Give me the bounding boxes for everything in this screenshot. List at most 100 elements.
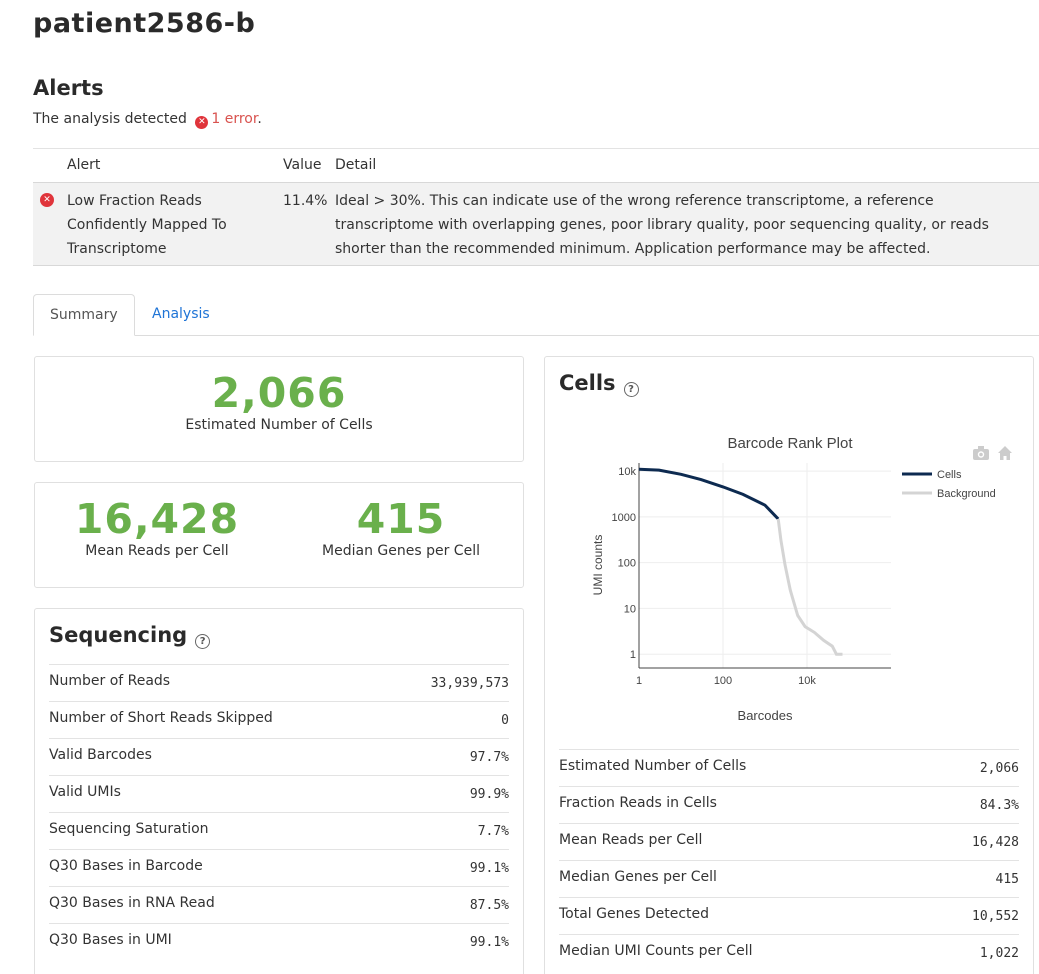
alerts-summary-suffix: .: [257, 111, 262, 127]
hero-reads-genes-card: 16,428 Mean Reads per Cell 415 Median Ge…: [34, 482, 524, 588]
metric-value: 84.3%: [979, 798, 1019, 813]
help-icon[interactable]: ?: [195, 634, 211, 649]
cells-metrics-table: Estimated Number of Cells 2,066 Fraction R…: [559, 749, 1019, 971]
mean-reads-label: Mean Reads per Cell: [85, 543, 229, 559]
metric-row: Valid UMIs 99.9%: [49, 775, 509, 812]
metric-value: 99.9%: [469, 787, 509, 802]
metric-name: Valid UMIs: [49, 784, 121, 800]
alerts-heading: Alerts: [33, 76, 104, 100]
metric-name: Number of Short Reads Skipped: [49, 710, 273, 726]
x-axis-label: Barcodes: [738, 708, 793, 723]
detail-column-header: Detail: [335, 157, 377, 173]
metric-row: Median Genes per Cell 415: [559, 860, 1019, 897]
alert-name: Low Fraction Reads Confidently Mapped To…: [67, 193, 227, 257]
estimated-cells-label: Estimated Number of Cells: [185, 417, 373, 433]
chart-grid: [638, 463, 891, 668]
x-tick-label: 10k: [798, 675, 816, 687]
alert-column-header: Alert: [67, 157, 101, 173]
metric-row: Estimated Number of Cells 2,066: [559, 749, 1019, 786]
y-axis-label: UMI counts: [591, 535, 605, 596]
sequencing-card: Sequencing? Number of Reads 33,939,573 Num…: [34, 608, 524, 974]
metric-name: Number of Reads: [49, 673, 171, 689]
page-title: patient2586-b: [33, 8, 256, 39]
error-icon: ✕: [40, 193, 54, 207]
metric-value: 97.7%: [469, 750, 509, 765]
tab-bar: Summary Analysis: [33, 294, 1039, 336]
metric-name: Estimated Number of Cells: [559, 758, 747, 774]
help-icon[interactable]: ?: [623, 382, 639, 397]
x-tick-label: 100: [714, 675, 732, 687]
metric-row: Mean Reads per Cell 16,428: [559, 823, 1019, 860]
metric-row: Total Genes Detected 10,552: [559, 897, 1019, 934]
metric-value: 99.1%: [469, 861, 509, 876]
value-column-header: Value: [283, 157, 322, 173]
y-tick-label: 10k: [618, 466, 636, 478]
tab-summary[interactable]: Summary: [33, 294, 135, 336]
metric-name: Median Genes per Cell: [559, 869, 717, 885]
home-icon[interactable]: [998, 446, 1012, 460]
cells-title: Cells: [559, 371, 616, 395]
barcode-rank-plot[interactable]: Barcode Rank Plot 1 100 10k 1 10 100 1000 10k C…: [545, 417, 1033, 737]
error-count-link[interactable]: 1 error: [211, 111, 258, 127]
chart-legend: Cells Background: [902, 469, 996, 500]
metric-value: 415: [995, 872, 1019, 887]
metric-row: Median UMI Counts per Cell 1,022: [559, 934, 1019, 971]
series-line-background: [776, 518, 843, 656]
hero-cells-card: 2,066 Estimated Number of Cells: [34, 356, 524, 462]
metric-row: Number of Short Reads Skipped 0: [49, 701, 509, 738]
metric-value: 7.7%: [477, 824, 509, 839]
metric-name: Total Genes Detected: [559, 906, 710, 922]
metric-row: Q30 Bases in Barcode 99.1%: [49, 849, 509, 886]
series-line-cells: [638, 467, 780, 520]
metric-value: 16,428: [972, 835, 1019, 850]
y-tick-label: 1: [630, 649, 636, 661]
y-tick-label: 100: [618, 558, 636, 570]
estimated-cells-value: 2,066: [211, 369, 347, 417]
median-genes-value: 415: [356, 495, 446, 543]
camera-icon[interactable]: [973, 446, 989, 460]
sequencing-header: Sequencing?: [49, 623, 211, 649]
metric-value: 1,022: [979, 946, 1019, 961]
alert-table: Alert Value Detail ✕ Low Fraction Reads …: [33, 148, 1039, 266]
chart-title: Barcode Rank Plot: [727, 435, 853, 452]
sequencing-metrics-table: Number of Reads 33,939,573 Number of Short…: [49, 664, 509, 960]
legend-label: Cells: [937, 469, 962, 481]
chart-axes: 1 100 10k 1 10 100 1000 10k: [612, 463, 891, 687]
chart-series: [638, 467, 843, 656]
metric-value: 99.1%: [469, 935, 509, 950]
cells-card: Cells? Barcode Rank Plot 1 100 10k 1 10 100 10…: [544, 356, 1034, 974]
metric-name: Valid Barcodes: [49, 747, 152, 763]
cells-header: Cells?: [559, 371, 639, 397]
metric-name: Fraction Reads in Cells: [559, 795, 717, 811]
mean-reads-block: 16,428 Mean Reads per Cell: [35, 495, 279, 559]
metric-row: Q30 Bases in UMI 99.1%: [49, 923, 509, 960]
x-tick-label: 1: [636, 675, 642, 687]
metric-name: Q30 Bases in RNA Read: [49, 895, 215, 911]
metric-row: Valid Barcodes 97.7%: [49, 738, 509, 775]
metric-row: Fraction Reads in Cells 84.3%: [559, 786, 1019, 823]
median-genes-label: Median Genes per Cell: [322, 543, 480, 559]
y-tick-label: 1000: [612, 512, 636, 524]
metric-value: 10,552: [972, 909, 1019, 924]
sequencing-title: Sequencing: [49, 623, 188, 647]
alerts-summary: The analysis detected ✕ 1 error.: [33, 111, 262, 129]
metric-row: Sequencing Saturation 7.7%: [49, 812, 509, 849]
alert-table-header: Alert Value Detail: [33, 148, 1039, 183]
metric-row: Number of Reads 33,939,573: [49, 664, 509, 701]
tab-analysis[interactable]: Analysis: [152, 306, 210, 322]
alert-detail: Ideal > 30%. This can indicate use of th…: [335, 193, 989, 257]
metric-value: 87.5%: [469, 898, 509, 913]
metric-value: 33,939,573: [430, 676, 509, 691]
legend-label: Background: [937, 488, 996, 500]
alert-row: ✕ Low Fraction Reads Confidently Mapped …: [33, 183, 1039, 266]
metric-name: Q30 Bases in Barcode: [49, 858, 203, 874]
metric-name: Median UMI Counts per Cell: [559, 943, 753, 959]
alert-value: 11.4%: [283, 193, 328, 209]
mean-reads-value: 16,428: [74, 495, 240, 543]
metric-name: Sequencing Saturation: [49, 821, 209, 837]
error-icon: ✕: [195, 116, 209, 129]
metric-value: 2,066: [979, 761, 1019, 776]
metric-value: 0: [501, 713, 509, 728]
metric-name: Mean Reads per Cell: [559, 832, 703, 848]
metric-name: Q30 Bases in UMI: [49, 932, 172, 948]
